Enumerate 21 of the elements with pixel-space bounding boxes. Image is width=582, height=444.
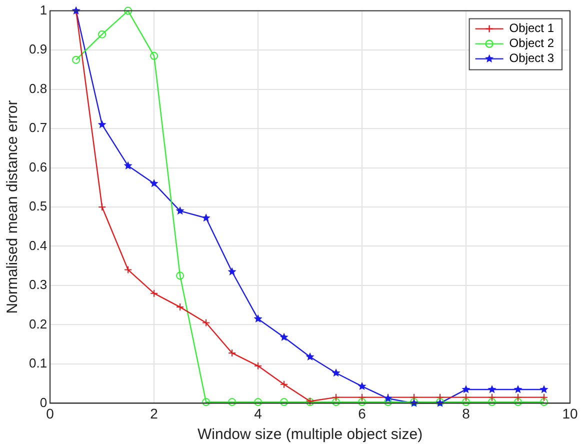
legend-label: Object 3 [509,51,554,66]
y-tick-label: 0.3 [28,277,48,292]
y-tick-label: 0.7 [28,120,48,136]
y-tick-label: 0.2 [28,316,48,332]
x-tick-label: 10 [562,405,578,422]
y-tick-label: 0.6 [28,159,48,174]
x-axis-title: Window size (multiple object size) [197,426,423,444]
y-tick-label: 0.8 [28,80,48,96]
y-tick-label: 0.5 [28,198,48,214]
y-axis-title: Normalised mean distance error [4,100,22,314]
x-tick-label: 8 [462,405,470,422]
legend-label: Object 2 [509,36,554,50]
x-tick-label: 2 [150,405,158,422]
y-tick-label: 1 [40,2,48,18]
y-tick-label: 0.4 [28,238,48,253]
x-tick-label: 4 [254,405,262,422]
y-tick-label: 0.1 [28,356,48,371]
legend-label: Object 1 [509,21,554,36]
y-tick-label: 0.9 [28,42,48,57]
x-tick-label: 6 [358,405,366,422]
y-tick-label: 0 [40,394,48,410]
